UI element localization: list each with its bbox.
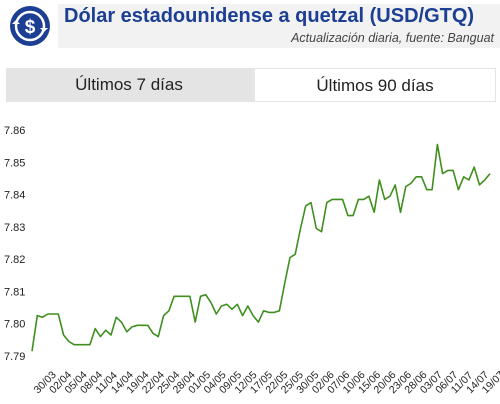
- tab-last-90-days[interactable]: Últimos 90 días: [254, 68, 496, 102]
- y-tick-label: 7.83: [4, 222, 25, 234]
- tab-last-7-days[interactable]: Últimos 7 días: [6, 68, 252, 102]
- y-tick-label: 7.80: [4, 319, 25, 331]
- range-tabs: Últimos 7 días Últimos 90 días: [6, 68, 496, 102]
- y-tick-label: 7.85: [4, 157, 25, 169]
- page-subtitle: Actualización diaria, fuente: Banguat: [291, 31, 494, 45]
- series-line: [31, 143, 491, 352]
- y-tick-label: 7.79: [4, 351, 25, 363]
- y-tick-label: 7.84: [4, 190, 25, 202]
- y-tick-label: 7.81: [4, 286, 25, 298]
- title-band: [58, 4, 500, 48]
- y-tick-label: 7.86: [4, 125, 25, 137]
- header: $ Dólar estadounidense a quetzal (USD/GT…: [0, 0, 500, 56]
- dollar-exchange-icon: $: [8, 4, 52, 48]
- y-tick-label: 7.82: [4, 254, 25, 266]
- page-title: Dólar estadounidense a quetzal (USD/GTQ): [64, 5, 475, 27]
- svg-text:$: $: [25, 17, 36, 38]
- exchange-rate-chart: 7.797.807.817.827.837.847.857.8630/0302/…: [4, 125, 500, 396]
